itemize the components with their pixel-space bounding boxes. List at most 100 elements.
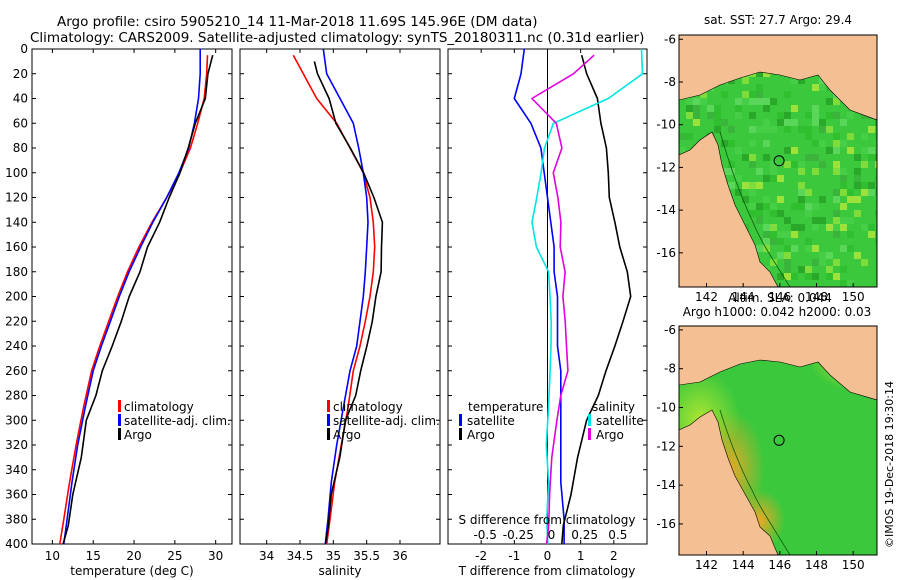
sst-pixel bbox=[791, 231, 798, 238]
sst-pixel bbox=[714, 112, 721, 119]
sst-pixel bbox=[756, 182, 763, 189]
difference-x-ticks: -2 -1 0 1 2 bbox=[475, 49, 618, 563]
s-difference-ticks: -0.5 -0.25 0 0.25 0.5 bbox=[473, 528, 627, 542]
temperature-legend: climatology satellite-adj. clim. Argo bbox=[118, 400, 231, 442]
depth-tick-label: 0 bbox=[20, 42, 28, 56]
sst-pixel bbox=[735, 105, 742, 112]
sst-pixel bbox=[819, 259, 826, 266]
sst-pixel bbox=[833, 224, 840, 231]
sst-pixel bbox=[721, 168, 728, 175]
sst-pixel bbox=[777, 210, 784, 217]
salinity-axes-frame bbox=[239, 48, 441, 545]
x-tick-label: 35.5 bbox=[353, 549, 380, 563]
sst-pixel bbox=[784, 161, 791, 168]
legend-swatch-s-satellite bbox=[588, 414, 591, 426]
sst-pixel bbox=[693, 119, 700, 126]
sst-pixel bbox=[847, 133, 854, 140]
sst-pixel bbox=[854, 210, 861, 217]
sst-pixel bbox=[819, 140, 826, 147]
sst-pixel bbox=[791, 161, 798, 168]
depth-tick-label: 40 bbox=[13, 92, 28, 106]
sst-pixel bbox=[756, 91, 763, 98]
sst-pixel bbox=[819, 217, 826, 224]
x-tick-label: 0 bbox=[544, 549, 552, 563]
sst-pixel bbox=[826, 273, 833, 280]
map-y-tick-label: -6 bbox=[664, 32, 676, 46]
sst-pixel bbox=[777, 238, 784, 245]
legend-label-climatology: climatology bbox=[333, 400, 403, 414]
sst-pixel bbox=[826, 252, 833, 259]
sst-pixel bbox=[763, 70, 770, 77]
sst-pixel bbox=[686, 98, 693, 105]
sst-pixel bbox=[777, 112, 784, 119]
sst-pixel bbox=[826, 98, 833, 105]
map-y-tick-label: -14 bbox=[656, 478, 676, 492]
sst-pixel bbox=[679, 133, 686, 140]
sst-pixel bbox=[784, 126, 791, 133]
sst-pixel bbox=[861, 189, 868, 196]
legend-swatch-argo bbox=[118, 428, 121, 440]
sst-pixel bbox=[784, 273, 791, 280]
sst-pixel bbox=[798, 161, 805, 168]
difference-series bbox=[513, 48, 644, 545]
sst-pixel bbox=[770, 126, 777, 133]
depth-tick-labels: 0 20 40 60 80 100 120 140 160 180 200 220 240 260 280 3… bbox=[5, 42, 232, 551]
sst-pixel bbox=[763, 105, 770, 112]
sst-pixel bbox=[735, 98, 742, 105]
sst-pixel bbox=[791, 224, 798, 231]
map-x-tick-label: 150 bbox=[842, 290, 865, 304]
sst-pixel bbox=[714, 126, 721, 133]
sst-pixel bbox=[840, 245, 847, 252]
salinity-xlabel: salinity bbox=[318, 564, 361, 578]
sst-pixel bbox=[749, 182, 756, 189]
sst-pixel bbox=[805, 133, 812, 140]
sst-pixel bbox=[805, 266, 812, 273]
sst-pixel bbox=[854, 196, 861, 203]
sst-pixel bbox=[756, 245, 763, 252]
sst-pixel bbox=[784, 147, 791, 154]
sst-pixel bbox=[854, 168, 861, 175]
sst-pixel bbox=[749, 112, 756, 119]
sst-pixel bbox=[777, 231, 784, 238]
x-tick-label: 34.5 bbox=[287, 549, 314, 563]
legend-title-salinity: salinity bbox=[592, 400, 635, 414]
sst-pixel bbox=[854, 175, 861, 182]
x-tick-label: 15 bbox=[86, 549, 101, 563]
sst-pixel bbox=[833, 161, 840, 168]
legend-label-argo: Argo bbox=[333, 428, 361, 442]
sst-pixel bbox=[770, 224, 777, 231]
legend-label-argo: Argo bbox=[124, 428, 152, 442]
sst-pixel bbox=[749, 91, 756, 98]
sst-pixel bbox=[812, 105, 819, 112]
sst-pixel bbox=[763, 126, 770, 133]
sst-pixel bbox=[854, 252, 861, 259]
sst-pixel bbox=[784, 91, 791, 98]
sst-pixel bbox=[812, 217, 819, 224]
sst-pixel bbox=[861, 161, 868, 168]
sst-pixel bbox=[749, 154, 756, 161]
x-tick-label: -1 bbox=[508, 549, 520, 563]
sst-pixel bbox=[777, 252, 784, 259]
sst-pixel bbox=[707, 105, 714, 112]
sst-pixel bbox=[833, 140, 840, 147]
sst-pixel bbox=[777, 175, 784, 182]
sst-pixel bbox=[812, 273, 819, 280]
map-x-tick-label: 142 bbox=[695, 290, 718, 304]
sst-pixel bbox=[756, 203, 763, 210]
sst-pixel bbox=[812, 119, 819, 126]
header-line-1: Argo profile: csiro 5905210_14 11-Mar-20… bbox=[57, 14, 538, 30]
sst-pixel bbox=[728, 168, 735, 175]
depth-tick-label: 380 bbox=[5, 512, 28, 526]
sst-pixel bbox=[763, 231, 770, 238]
sst-pixel bbox=[833, 133, 840, 140]
legend-label-t-argo: Argo bbox=[467, 428, 495, 442]
legend-swatch-satellite bbox=[118, 414, 121, 426]
depth-tick-label: 260 bbox=[5, 364, 28, 378]
sst-pixel bbox=[770, 168, 777, 175]
sst-pixel bbox=[721, 140, 728, 147]
depth-tick-label: 60 bbox=[13, 116, 28, 130]
legend-swatch-s-argo bbox=[588, 428, 591, 440]
depth-tick-label: 240 bbox=[5, 339, 28, 353]
sst-map-ticks: 142 144 146 148 150 -6 -8 -10 -12 -14 -16 bbox=[656, 32, 864, 304]
